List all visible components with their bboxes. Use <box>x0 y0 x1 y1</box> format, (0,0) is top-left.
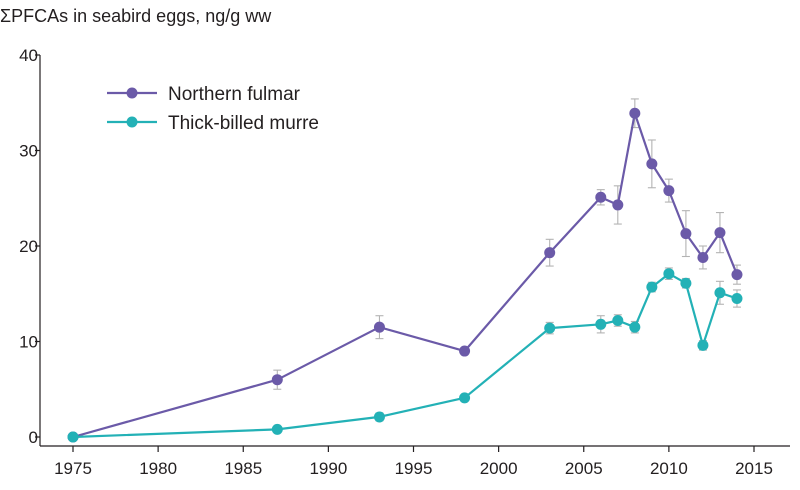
y-tick-label: 0 <box>29 428 38 447</box>
x-tick-label: 2000 <box>480 459 518 478</box>
northern-fulmar-point <box>373 321 385 333</box>
northern-fulmar-point <box>271 374 283 386</box>
thick-billed-murre-point <box>731 293 743 305</box>
x-tick-label: 1980 <box>139 459 177 478</box>
x-tick-label: 1995 <box>395 459 433 478</box>
legend-item-northern-fulmar: Northern fulmar <box>107 84 301 105</box>
thick-billed-murre-point <box>373 411 385 423</box>
thick-billed-murre-point <box>612 314 624 326</box>
thick-billed-murre-point <box>459 392 471 404</box>
x-tick-label: 2005 <box>565 459 603 478</box>
northern-fulmar-point <box>680 228 692 240</box>
legend-swatch-marker <box>126 87 138 99</box>
legend: Northern fulmar Thick-billed murre <box>107 84 319 134</box>
series-lines <box>72 112 739 439</box>
x-tick-label: 1985 <box>224 459 262 478</box>
northern-fulmar-point <box>697 251 709 263</box>
legend-label: Thick-billed murre <box>168 113 319 134</box>
x-tick-label: 1990 <box>309 459 347 478</box>
y-axis-label: ΣPFCAs in seabird eggs, ng/g ww <box>0 6 272 26</box>
thick-billed-murre-point <box>697 339 709 351</box>
y-tick-label: 40 <box>19 46 38 65</box>
y-tick-label: 30 <box>19 142 38 161</box>
thick-billed-murre-point <box>629 321 641 333</box>
legend-label: Northern fulmar <box>168 84 301 105</box>
northern-fulmar-line <box>72 112 739 439</box>
legend-swatch-marker <box>126 116 138 128</box>
northern-fulmar-point <box>629 107 641 119</box>
error-bars <box>273 98 741 422</box>
thick-billed-murre-point <box>271 423 283 435</box>
northern-fulmar-point <box>595 191 607 203</box>
legend-item-thick-billed-murre: Thick-billed murre <box>107 113 319 134</box>
x-tick-label: 1975 <box>54 459 92 478</box>
thick-billed-murre-point <box>680 277 692 289</box>
y-tick-label: 20 <box>19 237 38 256</box>
thick-billed-murre-point <box>544 322 556 334</box>
northern-fulmar-point <box>663 185 675 197</box>
x-tick-label: 2010 <box>650 459 688 478</box>
northern-fulmar-point <box>612 199 624 211</box>
axes: 0 10 20 30 40 1975 1980 1985 1990 1995 2000 2005 201… <box>19 46 790 478</box>
thick-billed-murre-point <box>714 287 726 299</box>
series-points <box>67 107 743 443</box>
northern-fulmar-point <box>714 227 726 239</box>
thick-billed-murre-point <box>595 318 607 330</box>
northern-fulmar-point <box>459 345 471 357</box>
thick-billed-murre-line <box>72 272 738 439</box>
y-tick-label: 10 <box>19 333 38 352</box>
northern-fulmar-point <box>731 269 743 281</box>
thick-billed-murre-point <box>663 268 675 280</box>
northern-fulmar-point <box>544 247 556 259</box>
thick-billed-murre-point <box>646 281 658 293</box>
northern-fulmar-point <box>646 158 658 170</box>
x-tick-label: 2015 <box>735 459 773 478</box>
thick-billed-murre-point <box>67 431 79 443</box>
